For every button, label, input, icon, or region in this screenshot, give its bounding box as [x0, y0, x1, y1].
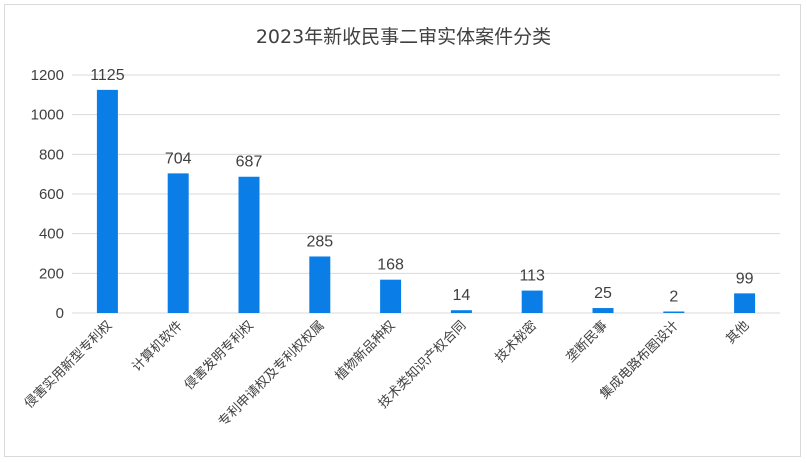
data-label: 285	[306, 233, 333, 250]
bar	[309, 256, 331, 313]
data-label: 113	[519, 268, 545, 285]
y-tick-label: 0	[56, 305, 64, 322]
y-tick-label: 800	[39, 146, 64, 163]
y-tick-label: 200	[39, 265, 64, 282]
category-label: 技术秘密	[492, 318, 540, 366]
category-label: 侵害实用新型专利权	[21, 318, 115, 412]
data-label: 704	[165, 150, 192, 167]
y-tick-label: 600	[39, 186, 64, 203]
y-tick-label: 1200	[31, 67, 64, 84]
data-label: 1125	[90, 67, 125, 84]
category-label: 其他	[723, 318, 752, 347]
chart-frame	[4, 4, 801, 457]
data-label: 25	[594, 285, 612, 302]
category-label: 植物新品种权	[332, 318, 398, 384]
bar	[734, 293, 756, 313]
y-tick-label: 1000	[31, 107, 64, 124]
bar	[450, 310, 472, 313]
data-label: 168	[377, 257, 404, 274]
bar	[96, 89, 118, 313]
category-label: 集成电路布图设计	[597, 318, 682, 403]
data-label: 2	[669, 289, 678, 306]
bar	[663, 311, 685, 313]
data-label: 14	[453, 287, 471, 304]
bar	[238, 176, 260, 313]
bar	[521, 290, 543, 313]
y-tick-label: 400	[39, 226, 64, 243]
category-label: 垄断民事	[563, 318, 610, 365]
bar	[592, 308, 614, 313]
data-label: 99	[736, 270, 754, 287]
chart-title: 2023年新收民事二审实体案件分类	[255, 26, 552, 48]
data-label: 687	[236, 154, 263, 171]
category-label: 侵害发明专利权	[181, 318, 257, 394]
bar	[380, 279, 402, 313]
bar	[167, 173, 189, 313]
category-label: 计算机软件	[129, 318, 186, 375]
